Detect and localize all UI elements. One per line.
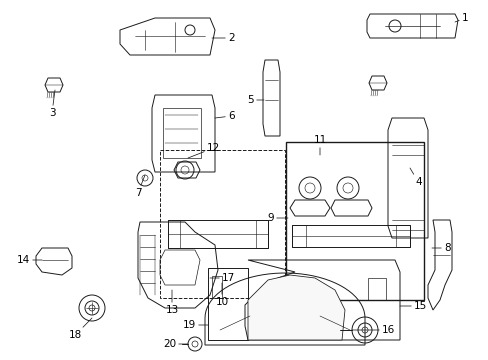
- Bar: [168, 220, 180, 248]
- Bar: [163, 108, 201, 158]
- Text: 15: 15: [399, 301, 427, 311]
- Text: 17: 17: [209, 273, 235, 283]
- Text: 3: 3: [49, 90, 55, 118]
- Bar: [212, 276, 222, 298]
- Bar: [207, 268, 247, 340]
- Bar: [395, 225, 409, 247]
- Text: 13: 13: [165, 290, 178, 315]
- Text: 20: 20: [163, 339, 187, 349]
- Bar: [285, 142, 423, 300]
- Text: 5: 5: [247, 95, 264, 105]
- Text: 2: 2: [212, 33, 234, 43]
- Text: 7: 7: [134, 175, 145, 198]
- Bar: [168, 220, 267, 248]
- Text: 10: 10: [215, 283, 228, 307]
- Text: 16: 16: [351, 325, 394, 335]
- Polygon shape: [247, 275, 345, 340]
- Text: 12: 12: [187, 143, 220, 158]
- Bar: [291, 225, 305, 247]
- Text: 18: 18: [69, 318, 92, 340]
- Text: 14: 14: [17, 255, 42, 265]
- Bar: [256, 220, 267, 248]
- Text: 8: 8: [431, 243, 450, 253]
- Text: 11: 11: [313, 135, 326, 155]
- Text: 4: 4: [409, 168, 421, 187]
- Text: 6: 6: [215, 111, 234, 121]
- Text: 9: 9: [267, 213, 287, 223]
- Bar: [291, 225, 409, 247]
- Bar: [367, 278, 385, 300]
- Bar: [160, 150, 285, 298]
- Text: 1: 1: [454, 13, 468, 23]
- Text: 19: 19: [183, 320, 207, 330]
